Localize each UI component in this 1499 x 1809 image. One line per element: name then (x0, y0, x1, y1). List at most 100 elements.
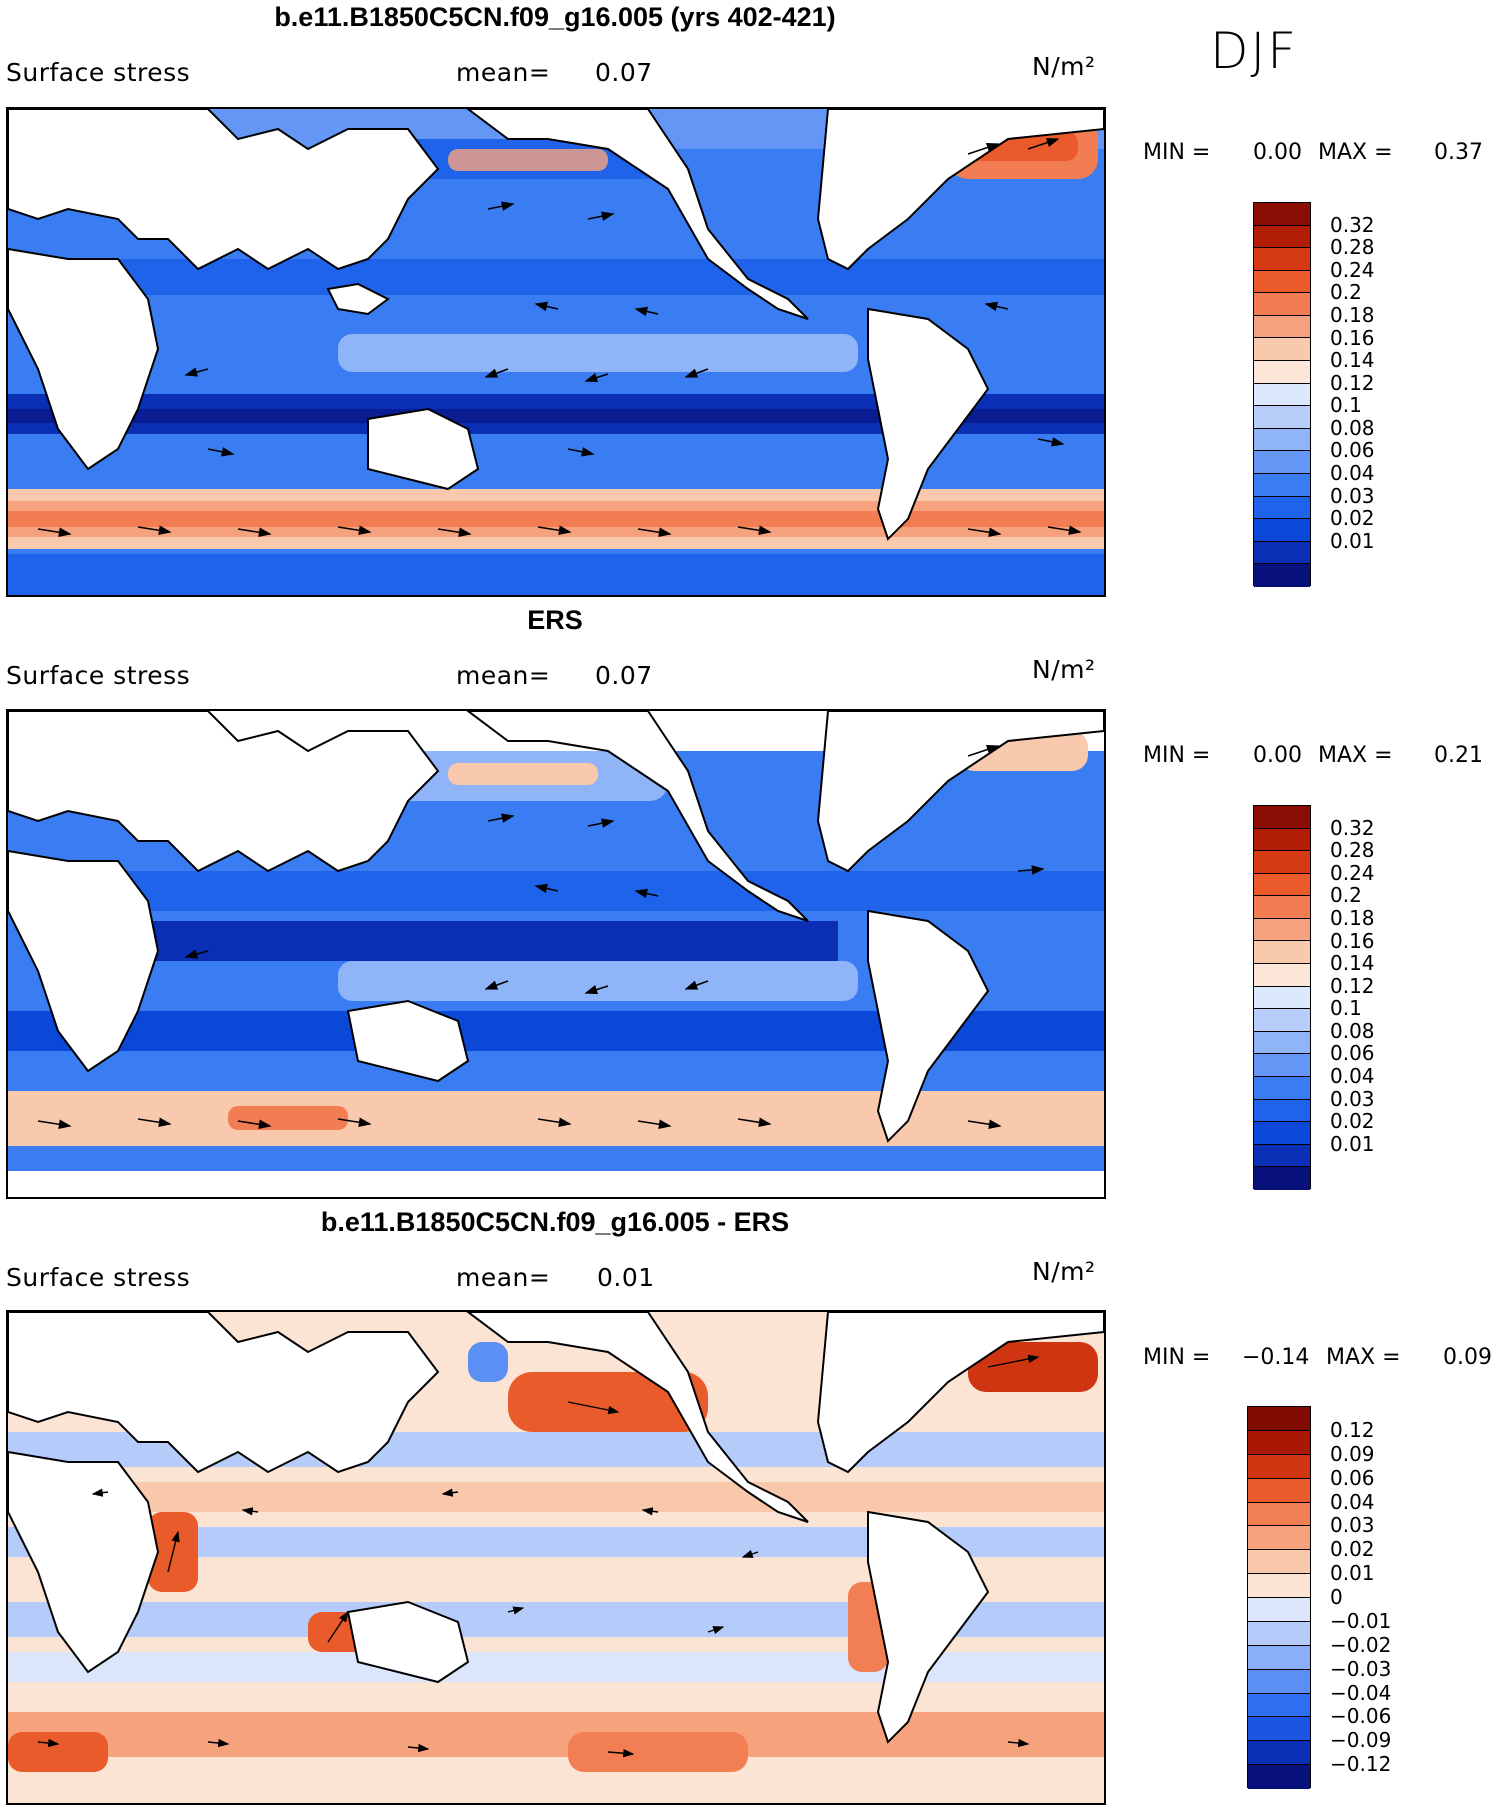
colorbar-tick-label: 0.02 (1330, 1109, 1375, 1134)
colorbar-swatch (1254, 896, 1310, 919)
colorbar-tick-label: 0.32 (1330, 212, 1375, 237)
colorbar-tick-label: 0.01 (1330, 528, 1375, 553)
colorbar-swatch (1254, 941, 1310, 965)
colorbar-swatch (1254, 1144, 1310, 1168)
wind-vectors (37, 744, 1045, 1130)
colorbar-swatch (1248, 1478, 1310, 1503)
colorbar-tick-label: −0.04 (1330, 1680, 1392, 1705)
colorbar-swatch (1248, 1550, 1310, 1575)
colorbar-swatch (1248, 1621, 1310, 1646)
colorbar-swatch (1254, 338, 1310, 362)
panel-3-max-label: MAX = (1326, 1345, 1401, 1370)
colorbar-tick-label: 0.2 (1330, 280, 1362, 305)
colorbar-tick-label: 0.24 (1330, 257, 1375, 282)
panel-2-title: ERS (527, 605, 583, 635)
colorbar-tick-label: −0.12 (1330, 1752, 1392, 1777)
colorbar-swatch (1248, 1717, 1310, 1742)
colorbar-swatch (1254, 806, 1310, 829)
colorbar-swatch (1254, 828, 1310, 852)
panel-2-mean-label: mean= (456, 661, 551, 690)
panel-2-mean-value: 0.07 (595, 661, 653, 690)
colorbar-tick-label: −0.01 (1330, 1608, 1392, 1633)
colorbar-tick-label: 0.12 (1330, 370, 1375, 395)
wind-vectors (37, 137, 1082, 538)
colorbar-tick-label: 0.01 (1330, 1131, 1375, 1156)
colorbar-tick-label: −0.09 (1330, 1728, 1392, 1753)
colorbar-tick-label: 0.04 (1330, 1489, 1375, 1514)
colorbar-swatch (1248, 1454, 1310, 1479)
panel-2-min-label: MIN = (1143, 743, 1211, 768)
panel-1-mean-value: 0.07 (595, 58, 653, 87)
colorbar-tick-label: 0.1 (1330, 393, 1362, 418)
colorbar-tick-label: 0.14 (1330, 951, 1375, 976)
colorbar-tick-label: 0.18 (1330, 302, 1375, 327)
wind-vectors (37, 1354, 1040, 1758)
colorbar-swatch (1254, 1009, 1310, 1032)
colorbar-swatch (1254, 496, 1310, 520)
colorbar-tick-label: 0.03 (1330, 1513, 1375, 1538)
colorbar-tick-label: 0 (1330, 1585, 1343, 1609)
panel-1-map-svg (8, 109, 1104, 595)
colorbar-tick-label: 0.14 (1330, 348, 1375, 373)
colorbar-swatch (1248, 1741, 1310, 1766)
colorbar-tick-label: 0.1 (1330, 996, 1362, 1021)
colorbar-swatch (1254, 564, 1310, 587)
panel-3-map (6, 1310, 1106, 1805)
panel-1-units: N/m² (1032, 52, 1096, 81)
colorbar-swatch (1248, 1645, 1310, 1670)
colorbar-swatch (1254, 1076, 1310, 1100)
panel-1-variable: Surface stress (6, 58, 191, 87)
colorbar-swatch (1254, 293, 1310, 316)
colorbar-swatch (1254, 964, 1310, 987)
colorbar-swatch (1248, 1574, 1310, 1598)
colorbar-swatch (1254, 428, 1310, 452)
colorbar-tick-label: 0.16 (1330, 928, 1375, 953)
colorbar-tick-label: 0.02 (1330, 506, 1375, 531)
colorbar-swatch (1254, 225, 1310, 249)
colorbar-tick-label: 0.12 (1330, 973, 1375, 998)
colorbar-tick-label: −0.06 (1330, 1704, 1392, 1729)
panel-2-max-label: MAX = (1318, 743, 1393, 768)
panel-3-mean-value: 0.01 (597, 1263, 655, 1292)
panel-3-max-value: 0.09 (1443, 1345, 1492, 1370)
colorbar-tick-label: 0.06 (1330, 1041, 1375, 1066)
panel-3-title: b.e11.B1850C5CN.f09_g16.005 - ERS (320, 1207, 790, 1237)
colorbar-swatch (1254, 1167, 1310, 1190)
colorbar-tick-label: 0.08 (1330, 415, 1375, 440)
colorbar-tick-label: 0.06 (1330, 1465, 1375, 1490)
colorbar-swatch (1248, 1598, 1310, 1622)
colorbar-swatch (1254, 473, 1310, 497)
colorbar-swatch (1248, 1407, 1310, 1431)
colorbar-swatch (1254, 541, 1310, 565)
panel-3-min-value: −0.14 (1242, 1345, 1310, 1370)
panel-1-min-label: MIN = (1143, 140, 1211, 165)
colorbar-tick-label: 0.28 (1330, 235, 1375, 260)
colorbar-tick-label: 0.06 (1330, 438, 1375, 463)
colorbar-swatch (1254, 361, 1310, 384)
continents (8, 1312, 1104, 1744)
colorbar-tick-label: 0.03 (1330, 1086, 1375, 1111)
colorbar-tick-label: 0.03 (1330, 483, 1375, 508)
colorbar-tick-label: 0.04 (1330, 1064, 1375, 1089)
colorbar-swatch (1248, 1526, 1310, 1551)
colorbar-swatch (1254, 1054, 1310, 1077)
colorbar-tick-label: 0.24 (1330, 860, 1375, 885)
continents (8, 711, 1104, 1143)
colorbar-tick-label: 0.18 (1330, 905, 1375, 930)
panel-1-colorbar (1253, 202, 1311, 587)
colorbar-swatch (1254, 918, 1310, 942)
colorbar-tick-label: 0.32 (1330, 815, 1375, 840)
continents (8, 109, 1104, 541)
panel-3-min-label: MIN = (1143, 1345, 1211, 1370)
colorbar-swatch (1254, 873, 1310, 897)
colorbar-swatch (1254, 1031, 1310, 1055)
colorbar-tick-label: −0.02 (1330, 1632, 1392, 1657)
season-label: DJF (1210, 22, 1299, 80)
panel-2-variable: Surface stress (6, 661, 191, 690)
colorbar-swatch (1248, 1669, 1310, 1694)
colorbar-swatch (1248, 1502, 1310, 1527)
colorbar-tick-label: 0.01 (1330, 1561, 1375, 1586)
colorbar-tick-label: 0.2 (1330, 883, 1362, 908)
panel-1-max-value: 0.37 (1434, 140, 1483, 165)
colorbar-tick-label: 0.04 (1330, 461, 1375, 486)
